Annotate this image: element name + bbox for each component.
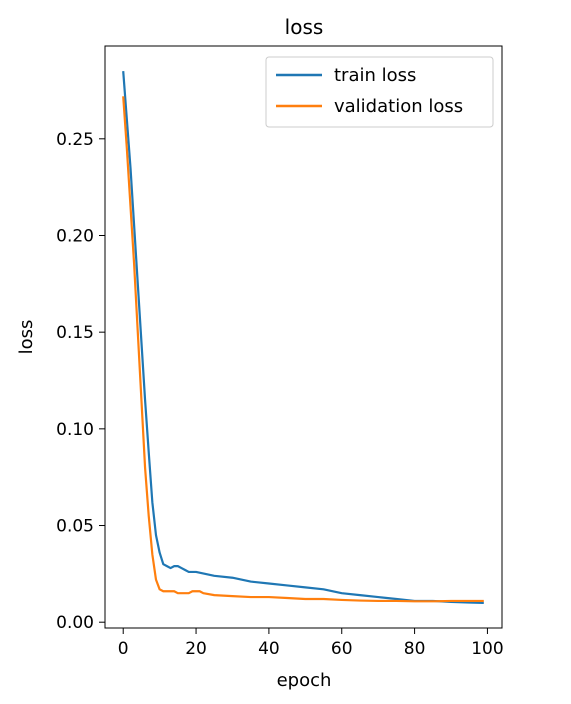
legend-label-validation-loss: validation loss	[334, 96, 463, 117]
x-tick-label: 40	[258, 639, 280, 659]
x-tick-label: 20	[185, 639, 207, 659]
legend-box	[265, 56, 494, 128]
x-tick-label: 0	[118, 639, 129, 659]
series-line-train-loss	[122, 71, 484, 604]
y-tick-label: 0.20	[56, 226, 94, 246]
x-axis-label: epoch	[277, 670, 332, 691]
y-tick-label: 0.10	[56, 420, 94, 440]
series-line-validation-loss	[122, 96, 484, 603]
x-axis: 0 20 40 60 80 100	[118, 628, 504, 659]
x-tick-label: 100	[471, 639, 503, 659]
y-tick-label: 0.05	[56, 517, 94, 537]
y-tick-label: 0.15	[56, 323, 94, 343]
legend: train loss validation loss	[265, 56, 494, 128]
plot-frame	[104, 45, 503, 629]
y-axis-label: loss	[16, 320, 37, 355]
x-tick-label: 80	[404, 639, 426, 659]
x-tick-label: 60	[331, 639, 353, 659]
y-tick-label: 0.25	[56, 130, 94, 150]
chart-title: loss	[285, 15, 324, 39]
plot-area	[122, 71, 484, 604]
y-tick-label: 0.00	[56, 613, 94, 633]
y-axis: 0.00 0.05 0.10 0.15 0.20 0.25	[56, 130, 105, 633]
legend-label-train-loss: train loss	[334, 65, 416, 86]
